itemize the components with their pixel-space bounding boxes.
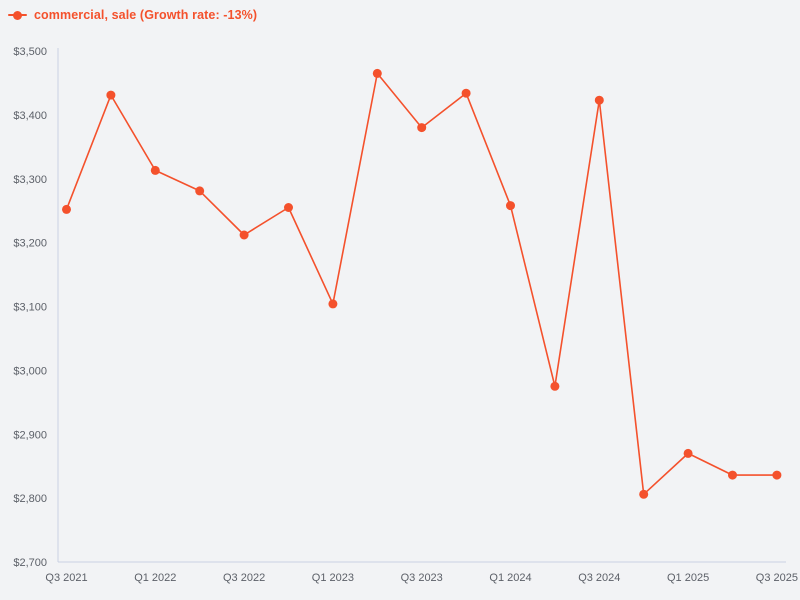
- x-axis-tick-label: Q3 2025: [756, 572, 798, 584]
- data-point: [328, 299, 338, 309]
- data-point: [728, 470, 737, 480]
- x-axis-tick-label: Q3 2023: [401, 572, 443, 584]
- x-axis-tick-label: Q3 2022: [223, 572, 265, 584]
- data-point: [594, 95, 604, 105]
- legend-item-commercial-sale[interactable]: commercial, sale (Growth rate: -13%): [8, 8, 257, 22]
- y-axis-tick-label: $3,300: [13, 174, 47, 186]
- x-axis-tick-label: Q1 2022: [134, 572, 176, 584]
- series-line-commercial-sale: [65, 72, 777, 496]
- y-axis-tick-label: $3,400: [13, 110, 47, 122]
- y-axis-tick-label: $2,900: [13, 429, 47, 441]
- y-axis-tick-label: $2,700: [13, 557, 47, 569]
- data-point: [639, 489, 649, 499]
- y-axis-tick-label: $3,200: [13, 238, 47, 250]
- data-point: [461, 88, 471, 98]
- y-axis-tick-label: $2,800: [13, 493, 47, 505]
- data-point: [683, 448, 693, 458]
- x-axis-tick-label: Q1 2024: [489, 572, 531, 584]
- y-axis-tick-label: $3,500: [13, 46, 47, 58]
- data-point: [239, 230, 249, 240]
- data-point: [284, 203, 293, 212]
- x-axis-tick-label: Q3 2024: [578, 572, 620, 584]
- data-point: [372, 68, 382, 78]
- data-point: [417, 123, 427, 133]
- legend-label: commercial, sale (Growth rate: -13%): [34, 8, 258, 22]
- x-axis-tick-label: Q3 2021: [45, 572, 87, 584]
- data-point: [106, 90, 116, 100]
- x-axis-tick-label: Q1 2025: [667, 572, 709, 584]
- data-point: [195, 186, 205, 196]
- x-axis-tick-label: Q1 2023: [312, 572, 354, 584]
- data-point: [62, 204, 71, 214]
- data-point: [550, 381, 560, 391]
- legend-line-dot-marker-icon: [8, 10, 27, 20]
- data-point: [772, 470, 782, 480]
- data-point: [506, 201, 515, 211]
- y-axis-tick-label: $3,100: [13, 302, 47, 314]
- y-axis-tick-label: $3,000: [13, 365, 47, 377]
- data-point: [150, 165, 160, 175]
